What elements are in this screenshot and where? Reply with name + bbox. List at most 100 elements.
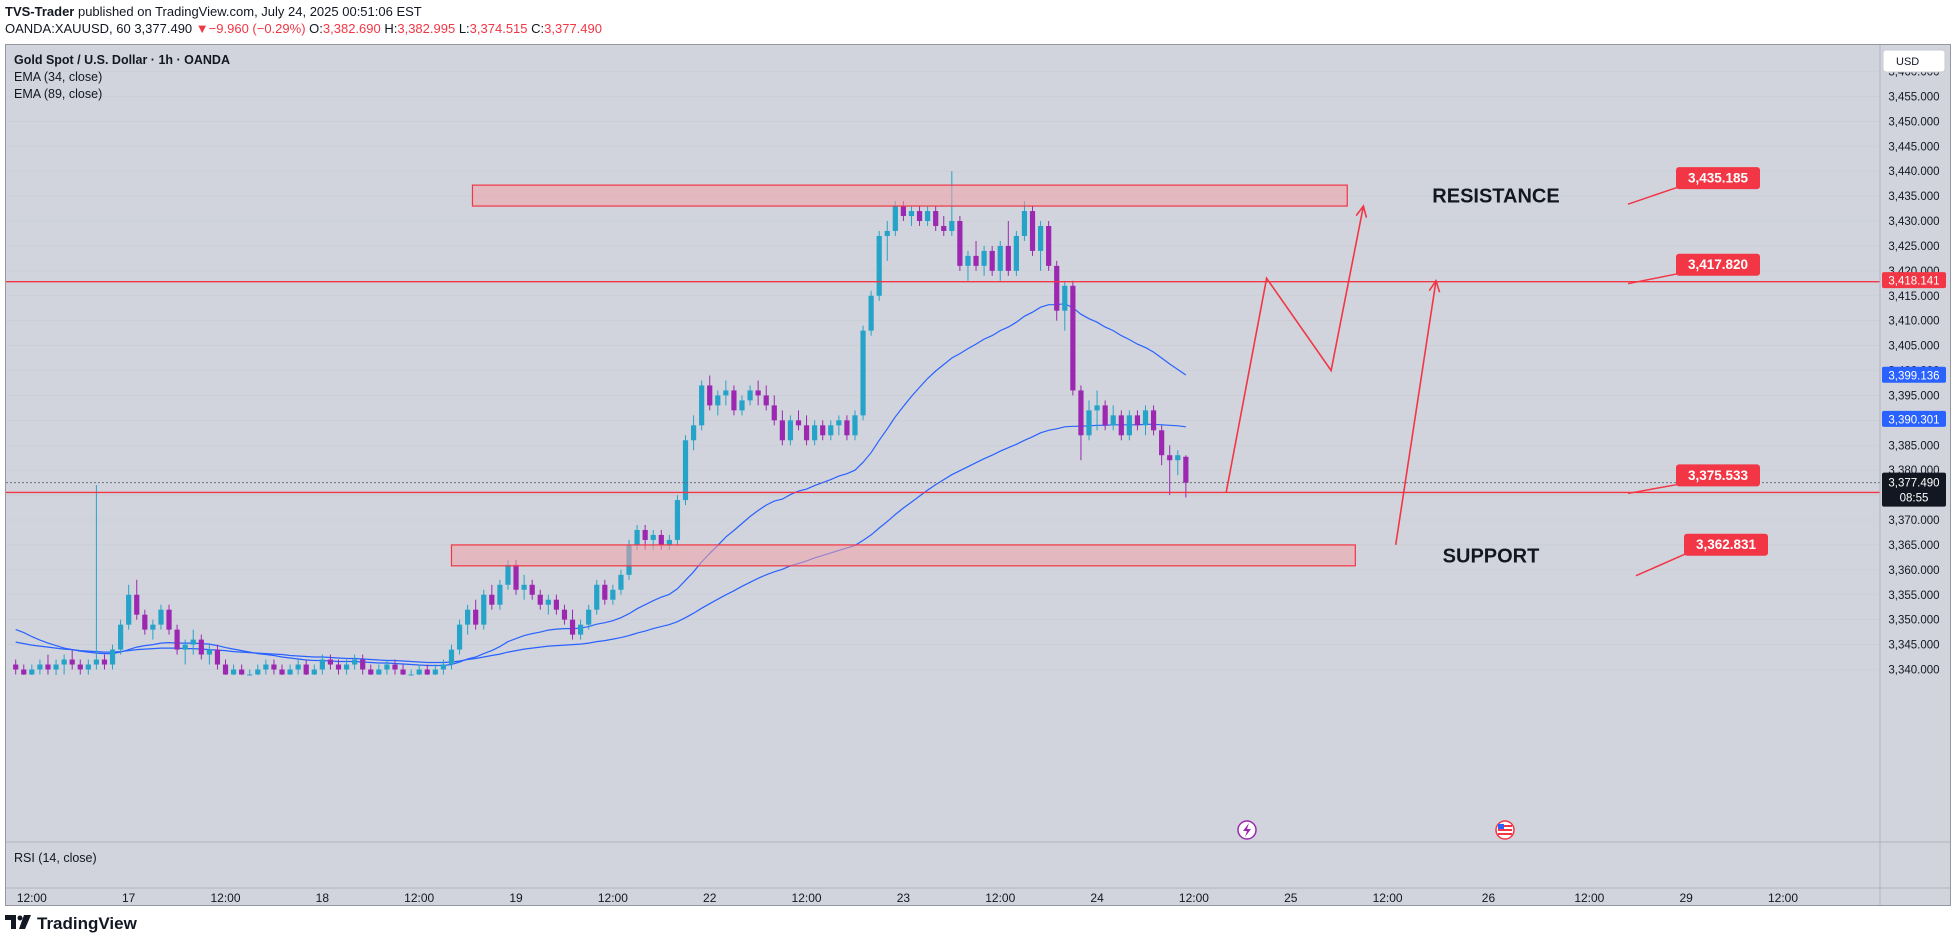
- x-tick-label: 12:00: [598, 891, 628, 905]
- candle-body: [852, 415, 858, 436]
- candle-body: [376, 669, 382, 675]
- candle-body: [247, 674, 253, 676]
- candle-body: [699, 385, 705, 426]
- candle-body: [360, 659, 366, 670]
- candle-body: [900, 206, 906, 217]
- us-flag-icon[interactable]: [1495, 820, 1515, 840]
- candle-body: [53, 664, 59, 670]
- y-tick-label: 3,410.000: [1888, 316, 1939, 328]
- resistance-zone[interactable]: [471, 184, 1348, 207]
- candle-body: [255, 669, 261, 675]
- candle-body: [505, 564, 511, 585]
- candle-body: [311, 669, 317, 675]
- x-tick-label: 24: [1090, 891, 1104, 905]
- tag-upper: 3,418.141: [1888, 276, 1939, 288]
- support-label: SUPPORT: [1443, 545, 1540, 567]
- candle-body: [610, 589, 616, 600]
- callout-box[interactable]: [1676, 253, 1760, 276]
- high-value: 3,382.995: [397, 21, 456, 36]
- open-value: 3,382.690: [322, 21, 381, 36]
- callout-connector: [1627, 186, 1679, 205]
- currency-button-label[interactable]: USD: [1896, 56, 1919, 68]
- candle-body: [586, 609, 592, 625]
- candle-body: [844, 420, 850, 436]
- candle-body: [263, 664, 269, 670]
- last-price: 3,377.490: [134, 21, 193, 36]
- candle-body: [295, 664, 301, 670]
- y-tick-label: 3,415.000: [1888, 291, 1939, 303]
- candle-body: [820, 425, 826, 436]
- candle-body: [1070, 285, 1076, 391]
- currency-button[interactable]: USD: [1882, 49, 1946, 73]
- callout-connector: [1627, 272, 1679, 285]
- event-flash-icon[interactable]: [1237, 820, 1257, 840]
- tag-ema34: 3,399.136: [1888, 370, 1939, 382]
- candle-body: [1142, 410, 1149, 426]
- x-tick-label: 12:00: [792, 891, 822, 905]
- y-tick-label: 3,445.000: [1888, 141, 1939, 153]
- brand-footer[interactable]: TradingView: [5, 914, 137, 934]
- candle-body: [448, 649, 455, 665]
- tradingview-logo-icon: [5, 914, 31, 934]
- candle-body: [803, 425, 810, 441]
- chart-frame[interactable]: RESISTANCE SUPPORT 3,435.185 3,417.820 3,375…: [5, 44, 1951, 906]
- candle-body: [973, 255, 979, 266]
- support-zone[interactable]: [450, 544, 1356, 567]
- candle-body: [134, 594, 140, 615]
- publisher-name: TVS-Trader: [5, 4, 75, 19]
- candle-body: [343, 664, 350, 670]
- projection-path-1[interactable]: [1225, 205, 1365, 493]
- candle-body: [1029, 211, 1036, 251]
- current-price-tag-bg: [1882, 472, 1946, 507]
- candle-body: [1046, 225, 1052, 266]
- chart-background: [6, 45, 1950, 905]
- candle-body: [29, 669, 35, 675]
- candle-body: [828, 425, 834, 436]
- candle-body: [432, 669, 438, 675]
- candle-body: [158, 609, 164, 625]
- candle-body: [222, 664, 229, 675]
- candle-body: [1118, 415, 1124, 436]
- candle-body: [771, 405, 777, 421]
- callout-box[interactable]: [1676, 167, 1760, 190]
- x-tick-label: 12:00: [17, 891, 47, 905]
- callout-box[interactable]: [1676, 464, 1760, 487]
- candle-body: [836, 420, 842, 426]
- high-label: H:: [384, 21, 398, 36]
- x-tick-label: 25: [1284, 891, 1298, 905]
- close-label: C:: [531, 21, 545, 36]
- y-tick-label: 3,435.000: [1888, 191, 1939, 203]
- countdown-timer: 08:55: [1900, 493, 1929, 505]
- resistance-label: RESISTANCE: [1432, 186, 1559, 208]
- candle-body: [908, 211, 915, 217]
- candle-body: [214, 649, 221, 665]
- candle-body: [1078, 390, 1084, 436]
- y-tick-label: 3,345.000: [1888, 640, 1939, 652]
- candle-body: [465, 609, 471, 625]
- candle-body: [892, 206, 898, 231]
- candle-body: [981, 250, 987, 266]
- candle-body: [747, 390, 753, 401]
- callout-box[interactable]: [1684, 533, 1768, 556]
- rsi-legend: RSI (14, close): [14, 851, 97, 865]
- candle-body: [150, 624, 156, 630]
- y-tick-label: 3,430.000: [1888, 216, 1939, 228]
- candle-body: [634, 529, 640, 545]
- callout-support-top: 3,362.831: [1696, 537, 1757, 552]
- candle-body: [206, 649, 212, 655]
- candle-body: [731, 390, 737, 411]
- candle-body: [93, 659, 99, 665]
- tag-ema34-bg: [1882, 366, 1946, 383]
- candle-body: [529, 584, 535, 595]
- candle-body: [335, 664, 342, 670]
- currency-button-bg[interactable]: [1882, 49, 1946, 73]
- candle-body: [174, 629, 180, 650]
- candle-body: [473, 609, 479, 625]
- candle-body: [481, 594, 487, 625]
- candle-body: [916, 211, 923, 221]
- candle-body: [1005, 245, 1011, 271]
- projection-path-2[interactable]: [1394, 280, 1437, 546]
- price-chart[interactable]: RESISTANCE SUPPORT 3,435.185 3,417.820 3,375…: [6, 45, 1950, 905]
- x-tick-label: 23: [897, 891, 911, 905]
- x-tick-label: 22: [703, 891, 717, 905]
